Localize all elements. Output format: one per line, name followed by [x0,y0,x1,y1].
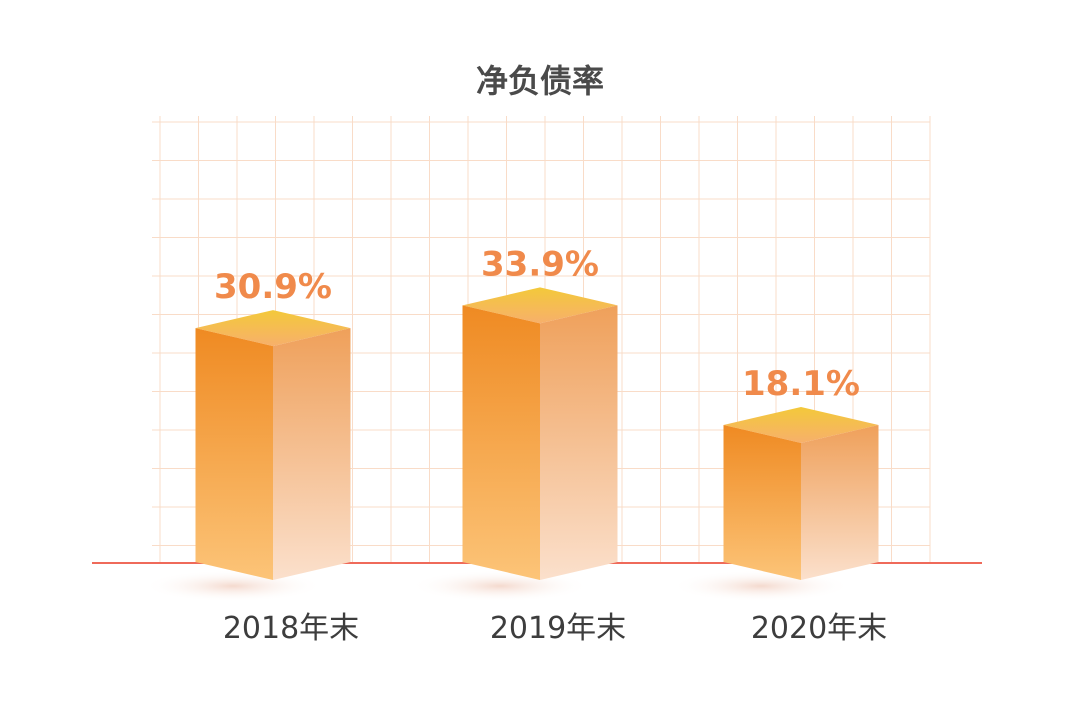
x-tick-label: 2020年末 [751,611,887,646]
bar-front-face [723,424,801,580]
bar-shadow [143,570,323,602]
bar-2018年末 [195,310,351,580]
bar-front-face [462,305,540,580]
bar-2020年末 [723,406,879,580]
bar-shadow [671,570,851,602]
value-labels: 30.9% 33.9% 18.1% [214,244,860,404]
data-label: 30.9% [214,267,332,307]
bar-side-face [540,305,618,580]
x-tick-label: 2019年末 [490,611,626,646]
data-label: 33.9% [481,244,599,284]
bar-shadow [410,570,590,602]
bars [195,287,879,580]
chart-title: 净负债率 [476,62,604,100]
bar-side-face [273,328,351,580]
category-labels: 2018年末 2019年末 2020年末 [223,611,887,646]
bar-side-face [801,424,879,580]
x-tick-label: 2018年末 [223,611,359,646]
bar-2019年末 [462,287,618,580]
data-label: 18.1% [742,364,860,404]
bar-front-face [195,328,273,580]
bar-shadows [143,570,851,602]
